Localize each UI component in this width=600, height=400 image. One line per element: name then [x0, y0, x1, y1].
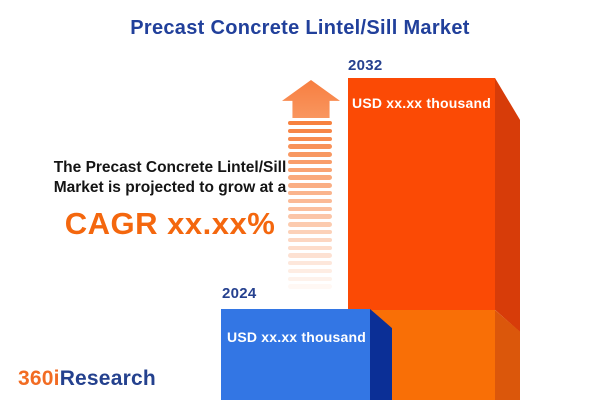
- growth-description: The Precast Concrete Lintel/Sill Market …: [22, 158, 318, 242]
- cagr-text: CAGR xx.xx%: [64, 205, 276, 241]
- bar-2024-side: [370, 309, 392, 400]
- bar-label-2024: 2024: [222, 285, 257, 302]
- bar-2024-front: [221, 309, 370, 400]
- logo-part-360i: 360i: [18, 367, 60, 390]
- description-line-2: Market is projected to grow at a: [53, 179, 287, 197]
- page-title: Precast Concrete Lintel/Sill Market: [130, 17, 470, 39]
- arrow-stripes: [288, 121, 332, 292]
- bar-label-2032: 2032: [348, 57, 383, 74]
- bar-2032-front: [348, 78, 495, 310]
- description-line-1: The Precast Concrete Lintel/Sill: [53, 159, 287, 176]
- logo-part-research: Research: [59, 367, 156, 390]
- bar-value-2032: USD xx.xx thousand: [352, 95, 491, 111]
- bar-value-2024: USD xx.xx thousand: [227, 329, 366, 345]
- growth-arrow-icon: [282, 80, 340, 118]
- company-logo: 360iResearch: [18, 367, 156, 391]
- bar-2032-side: [495, 78, 520, 332]
